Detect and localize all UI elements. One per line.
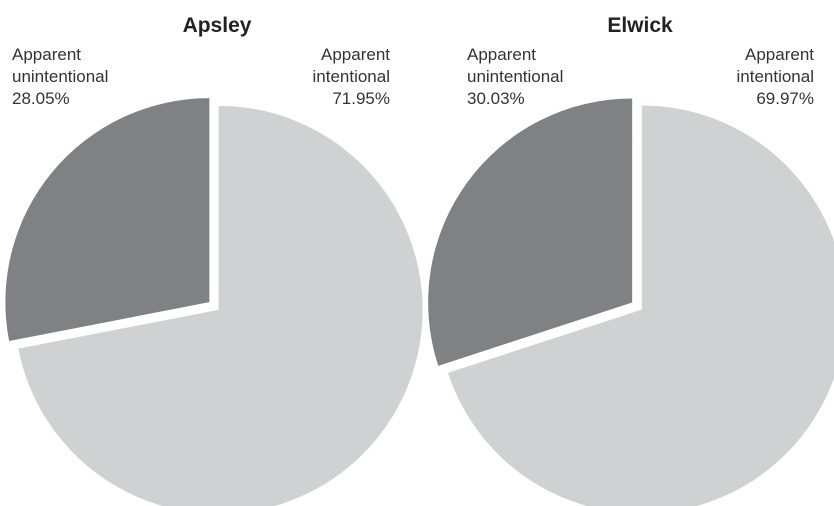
slice-label-apsley-unintentional: Apparent unintentional 28.05% [12,44,108,110]
slice-label-elwick-intentional: Apparent intentional 69.97% [672,44,814,110]
slice-label-line: unintentional [12,67,109,86]
slice-label-line: Apparent [745,45,814,64]
pie-slice-apsley-1 [5,98,210,342]
slice-value-label: 71.95% [332,89,390,108]
slice-label-line: Apparent [467,45,536,64]
slice-label-line: unintentional [467,67,564,86]
pie-slice-elwick-1 [428,98,633,366]
slice-value-label: 30.03% [467,89,525,108]
pie-slice-elwick-0 [447,105,834,506]
pie-slice-apsley-0 [18,105,423,506]
slice-label-line: intentional [312,67,390,86]
pie-title-elwick: Elwick [607,14,673,37]
slice-label-elwick-unintentional: Apparent unintentional 30.03% [467,44,563,110]
slice-value-label: 28.05% [12,89,70,108]
slice-value-label: 69.97% [756,89,814,108]
slice-label-line: Apparent [321,45,390,64]
slice-label-line: intentional [736,67,814,86]
slice-label-line: Apparent [12,45,81,64]
pie-title-apsley: Apsley [182,14,252,37]
slice-label-apsley-intentional: Apparent intentional 71.95% [250,44,390,110]
